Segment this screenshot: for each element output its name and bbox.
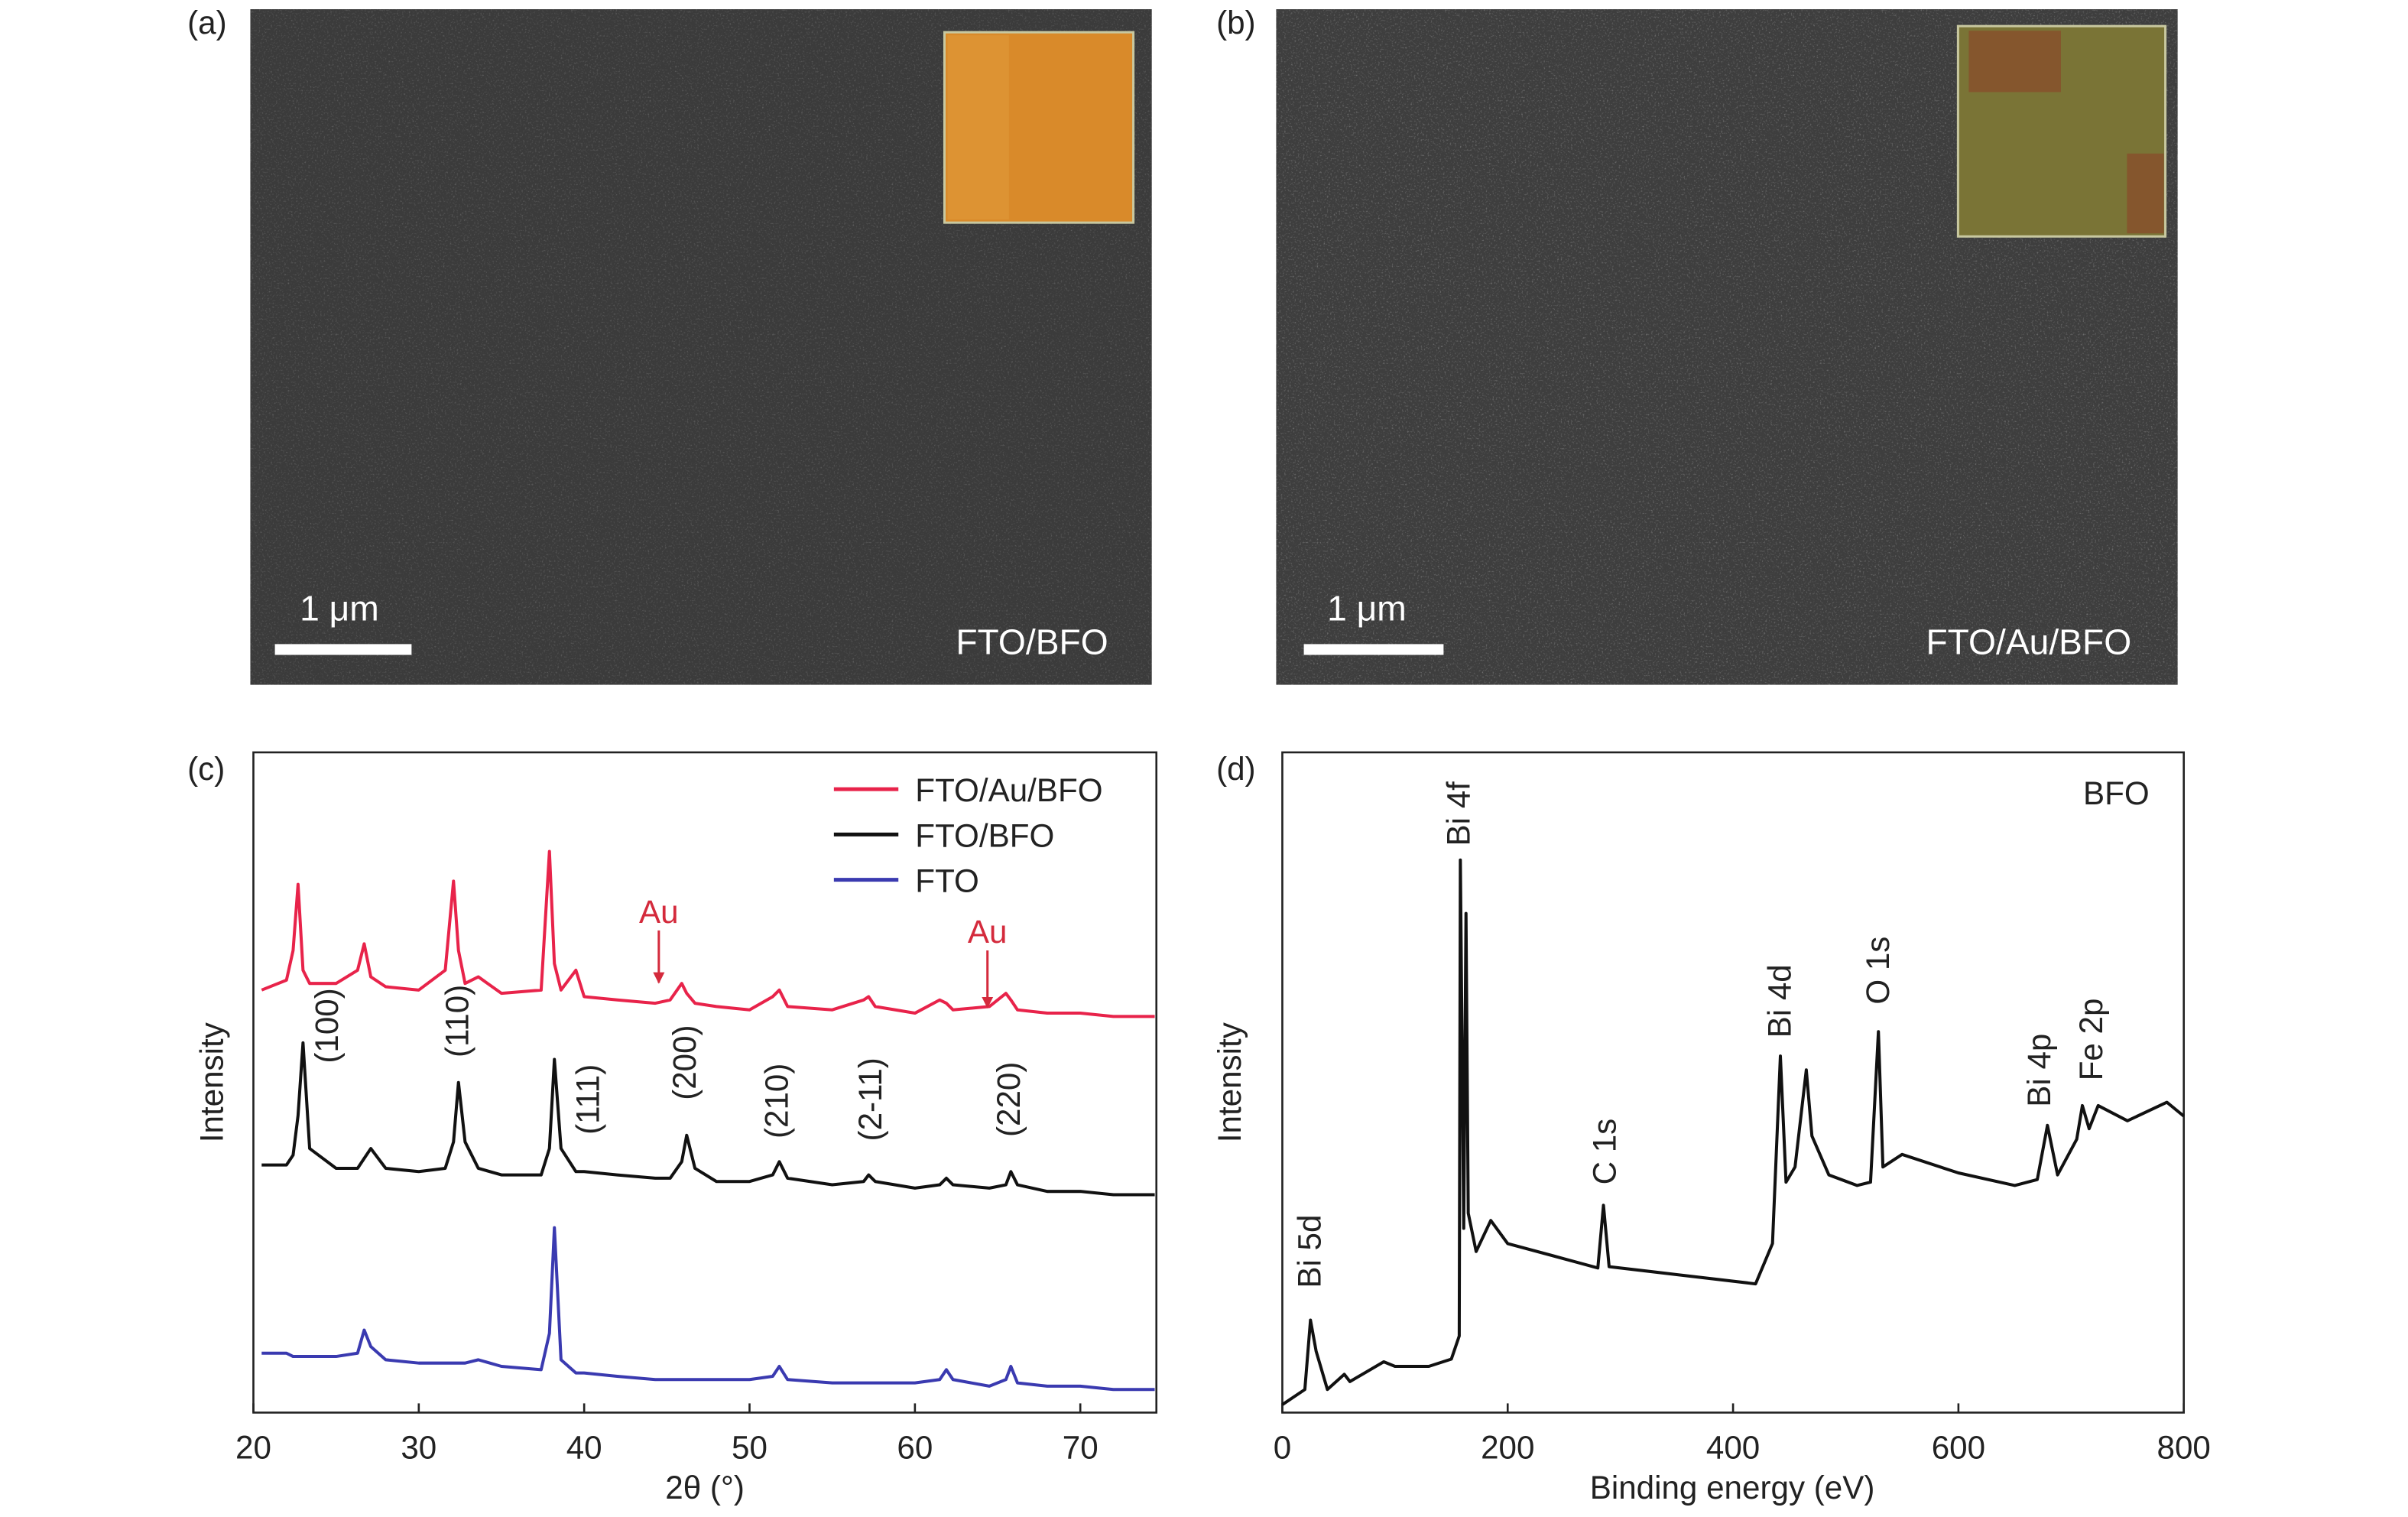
x-tick-label: 200	[1481, 1430, 1534, 1466]
x-tick-label: 400	[1706, 1430, 1760, 1466]
x-tick-label: 0	[1274, 1430, 1291, 1466]
x-tick-label: 20	[235, 1430, 271, 1466]
peak-label: (110)	[440, 985, 475, 1057]
scale-bar-label: 1 μm	[300, 588, 379, 628]
peak-label: Bi 4d	[1761, 964, 1797, 1038]
x-tick-label: 40	[566, 1430, 602, 1466]
photo-inset-shade	[1968, 31, 2061, 93]
scale-bar-label: 1 μm	[1327, 588, 1407, 628]
plot-frame	[252, 751, 1158, 1414]
legend-label: FTO/Au/BFO	[915, 772, 1102, 808]
x-tick-label: 70	[1063, 1430, 1099, 1466]
peak-label: (200)	[667, 1025, 703, 1100]
peak-label: (2-11)	[852, 1057, 888, 1141]
panel-label: (a)	[187, 5, 227, 41]
sample-label: FTO/Au/BFO	[1926, 622, 2131, 661]
x-axis-label: 2θ (°)	[665, 1470, 745, 1506]
data-line	[261, 1226, 1155, 1392]
peak-label: (100)	[309, 988, 345, 1063]
legend-label: FTO	[915, 863, 979, 899]
x-tick-label: 60	[897, 1430, 933, 1466]
peak-label: Bi 4f	[1441, 781, 1477, 846]
sample-label: BFO	[2083, 775, 2150, 811]
y-axis-label: Intensity	[1212, 1022, 1248, 1142]
peak-label: Bi 5d	[1292, 1215, 1328, 1288]
peak-label: O 1s	[1860, 937, 1896, 1005]
x-tick-label: 600	[1932, 1430, 1985, 1466]
panel-label: (c)	[187, 751, 225, 787]
x-axis-label: Binding energy (eV)	[1590, 1470, 1875, 1506]
data-line	[261, 849, 1155, 1018]
peak-label: Au	[968, 914, 1008, 950]
data-line	[261, 1041, 1155, 1197]
peak-label: (210)	[759, 1064, 795, 1139]
peak-label: Bi 4p	[2021, 1034, 2057, 1107]
photo-inset-shade	[2127, 153, 2164, 234]
sample-label: FTO/BFO	[956, 622, 1108, 661]
data-line	[1281, 858, 2185, 1406]
x-tick-label: 50	[732, 1430, 768, 1466]
y-axis-label: Intensity	[193, 1022, 229, 1142]
legend-label: FTO/BFO	[915, 817, 1054, 853]
peak-label: (220)	[991, 1062, 1027, 1137]
peak-label: Au	[639, 894, 679, 930]
peak-label: C 1s	[1586, 1119, 1622, 1185]
x-tick-label: 800	[2157, 1430, 2211, 1466]
peak-label: Fe 2p	[2073, 999, 2109, 1081]
panel-label: (d)	[1216, 751, 1256, 787]
x-tick-label: 30	[401, 1430, 436, 1466]
peak-label: (111)	[570, 1064, 605, 1135]
panel-label: (b)	[1216, 5, 1256, 41]
photo-inset-shade	[947, 35, 1009, 220]
